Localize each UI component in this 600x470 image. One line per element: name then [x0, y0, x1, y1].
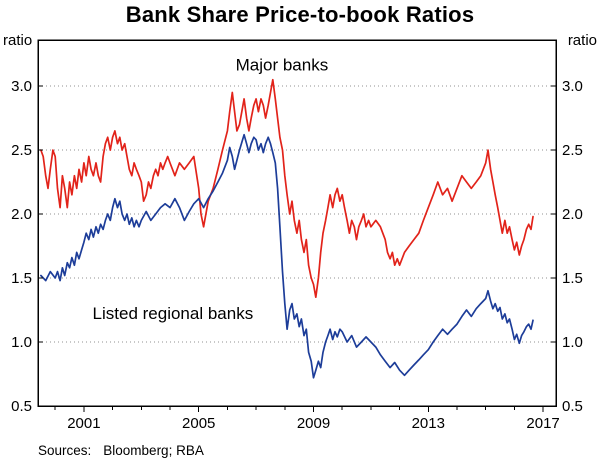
svg-text:2.0: 2.0	[11, 206, 32, 223]
svg-text:2017: 2017	[526, 415, 559, 432]
source-label: Sources:	[38, 443, 92, 458]
svg-text:1.0: 1.0	[562, 334, 583, 351]
svg-text:0.5: 0.5	[562, 398, 583, 415]
chart-title: Bank Share Price-to-book Ratios	[125, 2, 475, 27]
svg-text:0.5: 0.5	[11, 398, 32, 415]
svg-text:2.0: 2.0	[562, 206, 583, 223]
svg-text:2009: 2009	[297, 415, 330, 432]
svg-text:Major banks: Major banks	[236, 56, 329, 75]
source-note: Sources: Bloomberg; RBA	[38, 443, 204, 458]
svg-text:ratio: ratio	[568, 32, 597, 49]
svg-text:1.0: 1.0	[11, 334, 32, 351]
svg-text:1.5: 1.5	[562, 270, 583, 287]
svg-text:Listed regional banks: Listed regional banks	[93, 304, 254, 323]
chart-canvas: 0.5 0.5 1.0 1.0 1.5 1.5 2.0 2.0 2.5 2.5 3.0 3.0 2001…	[3, 32, 597, 432]
svg-text:1.5: 1.5	[11, 270, 32, 287]
svg-text:2013: 2013	[412, 415, 445, 432]
svg-text:3.0: 3.0	[11, 78, 32, 95]
svg-text:2.5: 2.5	[562, 142, 583, 159]
svg-text:3.0: 3.0	[562, 78, 583, 95]
svg-text:2005: 2005	[182, 415, 215, 432]
svg-text:ratio: ratio	[3, 32, 32, 49]
source-value: Bloomberg; RBA	[103, 443, 204, 458]
svg-text:2001: 2001	[67, 415, 100, 432]
svg-text:2.5: 2.5	[11, 142, 32, 159]
